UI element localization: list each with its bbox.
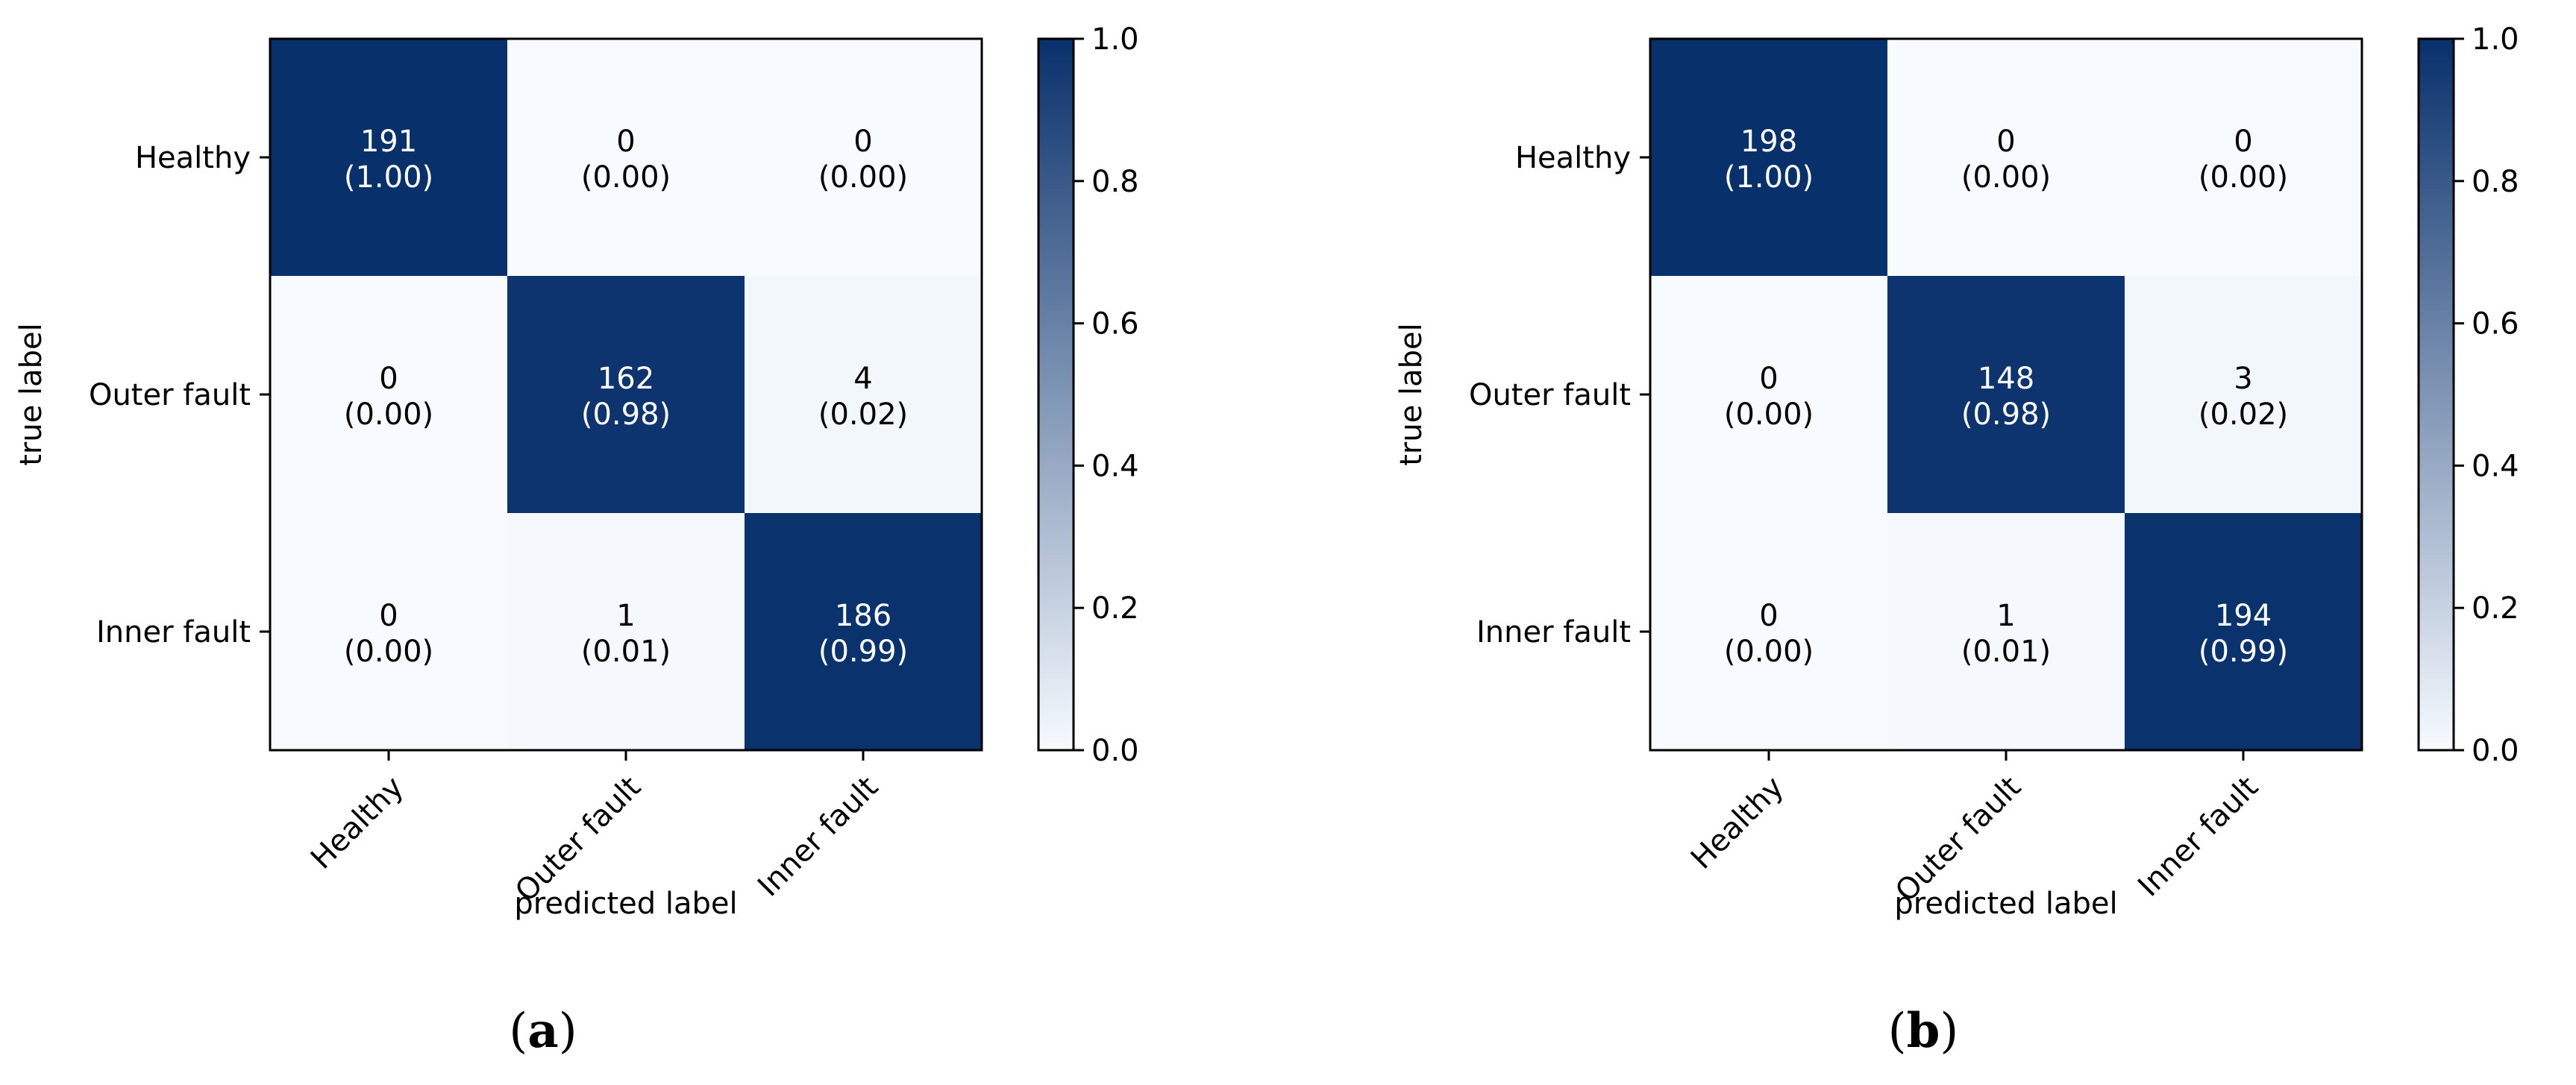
cm-a-ratio-r1-c1: (0.98) bbox=[581, 397, 671, 432]
cm-b-cell-r2-c1 bbox=[1887, 513, 2125, 750]
cm-b-ylabel: true label bbox=[1394, 323, 1429, 466]
cm-b-colorbar-tick-label-0: 0.0 bbox=[2472, 734, 2519, 768]
cm-a-colorbar-tick-label-1: 0.2 bbox=[1091, 591, 1139, 626]
cm-a-colorbar-tick-label-5: 1.0 bbox=[1091, 22, 1139, 57]
cm-a-ratio-r0-c0: (1.00) bbox=[344, 160, 433, 195]
cm-a-ylabel: true label bbox=[14, 323, 48, 466]
cm-b-ratio-r2-c1: (0.01) bbox=[1961, 635, 2051, 669]
cm-a-colorbar bbox=[1037, 37, 1075, 752]
cm-a-cell-r2-c1 bbox=[507, 513, 745, 750]
cm-b-cell-r2-c2 bbox=[2125, 513, 2362, 750]
cm-a-cell-r0-c0 bbox=[270, 39, 507, 276]
cm-b-xtick-label-2: Inner fault bbox=[2131, 770, 2265, 904]
cm-a-colorbar-tick-label-4: 0.8 bbox=[1091, 165, 1139, 199]
cm-a-cell-r0-c1 bbox=[507, 39, 745, 276]
cm-a-ratio-r1-c0: (0.00) bbox=[344, 397, 433, 432]
cm-b-xtick-label-0: Healthy bbox=[1685, 770, 1790, 876]
cm-b-ratio-r0-c1: (0.00) bbox=[1961, 160, 2051, 195]
cm-a-ratio-r0-c2: (0.00) bbox=[818, 160, 908, 195]
cm-b-colorbar-tick-label-1: 0.2 bbox=[2472, 591, 2519, 626]
cm-b-cell-r2-c0 bbox=[1650, 513, 1887, 750]
cm-b-colorbar-tick-label-5: 1.0 bbox=[2472, 22, 2519, 57]
cm-b-ratio-r1-c2: (0.02) bbox=[2199, 397, 2288, 432]
panel-b-caption: (b) bbox=[1887, 1003, 1959, 1059]
cm-b-colorbar bbox=[2417, 37, 2455, 752]
cm-a-cell-r0-c2 bbox=[745, 39, 982, 276]
cm-b-ratio-r2-c2: (0.99) bbox=[2199, 635, 2288, 669]
cm-a-count-r2-c0: 0 bbox=[379, 599, 398, 633]
panel-a-caption: (a) bbox=[509, 1003, 577, 1059]
cm-b-count-r1-c0: 0 bbox=[1759, 362, 1778, 396]
cm-b-ratio-r1-c1: (0.98) bbox=[1961, 397, 2051, 432]
confusion-matrix-panel-a: 191 (1.00) 0 (0.00) 0 (0.00) 0 (0.00) 162 (0.98) 4… bbox=[14, 22, 1139, 1059]
cm-b-count-r2-c2: 194 bbox=[2215, 599, 2272, 633]
cm-b-count-r0-c0: 198 bbox=[1740, 125, 1797, 159]
cm-a-xtick-label-2: Inner fault bbox=[751, 770, 885, 904]
cm-b-cell-r1-c0 bbox=[1650, 276, 1887, 513]
cm-a-ratio-r0-c1: (0.00) bbox=[581, 160, 671, 195]
cm-a-ratio-r2-c0: (0.00) bbox=[344, 635, 433, 669]
cm-a-ratio-r2-c1: (0.01) bbox=[581, 635, 671, 669]
confusion-matrix-panel-b: 198 (1.00) 0 (0.00) 0 (0.00) 0 (0.00) 148 (0.98) 3… bbox=[1380, 0, 2576, 1085]
cm-b-count-r0-c2: 0 bbox=[2234, 125, 2252, 159]
cm-a-count-r1-c0: 0 bbox=[379, 362, 398, 396]
cm-b-ratio-r2-c0: (0.00) bbox=[1724, 635, 1814, 669]
cm-b-cell-r1-c2 bbox=[2125, 276, 2362, 513]
cm-b-count-r2-c1: 1 bbox=[1996, 599, 2015, 633]
cm-b-count-r0-c1: 0 bbox=[1996, 125, 2015, 159]
cm-a-ytick-label-2: Inner fault bbox=[96, 615, 251, 650]
cm-a-xtick-label-0: Healthy bbox=[304, 770, 410, 876]
cm-b-cell-r0-c1 bbox=[1887, 39, 2125, 276]
cm-b-ratio-r0-c0: (1.00) bbox=[1724, 160, 1814, 195]
cm-a-ratio-r2-c2: (0.99) bbox=[818, 635, 908, 669]
confusion-matrix-b-chart: 198(1.00)0(0.00)0(0.00)0(0.00)148(0.98)3… bbox=[1394, 22, 2519, 921]
cm-b-cell-r0-c2 bbox=[2125, 39, 2362, 276]
cm-b-count-r2-c0: 0 bbox=[1759, 599, 1778, 633]
cm-a-colorbar-tick-label-0: 0.0 bbox=[1091, 734, 1139, 768]
cm-a-count-r0-c0: 191 bbox=[360, 125, 417, 159]
cm-a-count-r0-c2: 0 bbox=[853, 125, 872, 159]
cm-a-ratio-r1-c2: (0.02) bbox=[818, 397, 908, 432]
cm-a-count-r1-c2: 4 bbox=[853, 362, 872, 396]
cm-a-colorbar-tick-label-3: 0.6 bbox=[1091, 307, 1139, 342]
cm-b-count-r1-c2: 3 bbox=[2234, 362, 2252, 396]
cm-a-cell-r2-c2 bbox=[745, 513, 982, 750]
cm-a-count-r1-c1: 162 bbox=[598, 362, 654, 396]
cm-b-colorbar-tick-label-3: 0.6 bbox=[2472, 307, 2519, 342]
cm-b-ratio-r1-c0: (0.00) bbox=[1724, 397, 1814, 432]
cm-b-count-r1-c1: 148 bbox=[1978, 362, 2034, 396]
cm-b-ytick-label-2: Inner fault bbox=[1476, 615, 1631, 650]
cm-b-cell-r0-c0 bbox=[1650, 39, 1887, 276]
confusion-matrix-a-chart: 191(1.00)0(0.00)0(0.00)0(0.00)162(0.98)4… bbox=[14, 22, 1139, 921]
cm-b-ytick-label-1: Outer fault bbox=[1469, 378, 1631, 412]
cm-b-colorbar-tick-label-4: 0.8 bbox=[2472, 165, 2519, 199]
cm-a-cell-r2-c0 bbox=[270, 513, 507, 750]
cm-a-count-r0-c1: 0 bbox=[616, 125, 635, 159]
cm-b-ratio-r0-c2: (0.00) bbox=[2199, 160, 2288, 195]
cm-a-cell-r1-c2 bbox=[745, 276, 982, 513]
cm-a-cell-r1-c0 bbox=[270, 276, 507, 513]
cm-b-ytick-label-0: Healthy bbox=[1515, 141, 1631, 175]
cm-b-colorbar-tick-label-2: 0.4 bbox=[2472, 449, 2519, 483]
cm-b-xlabel: predicted label bbox=[1894, 887, 2117, 921]
cm-a-xlabel: predicted label bbox=[514, 887, 737, 921]
cm-a-colorbar-tick-label-2: 0.4 bbox=[1091, 449, 1139, 483]
cm-a-count-r2-c2: 186 bbox=[835, 599, 891, 633]
cm-a-cell-r1-c1 bbox=[507, 276, 745, 513]
cm-b-cell-r1-c1 bbox=[1887, 276, 2125, 513]
cm-a-count-r2-c1: 1 bbox=[616, 599, 635, 633]
cm-a-ytick-label-1: Outer fault bbox=[89, 378, 251, 412]
cm-a-ytick-label-0: Healthy bbox=[135, 141, 251, 175]
